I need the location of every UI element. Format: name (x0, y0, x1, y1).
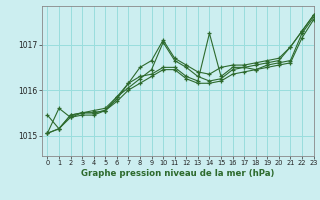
X-axis label: Graphe pression niveau de la mer (hPa): Graphe pression niveau de la mer (hPa) (81, 169, 274, 178)
